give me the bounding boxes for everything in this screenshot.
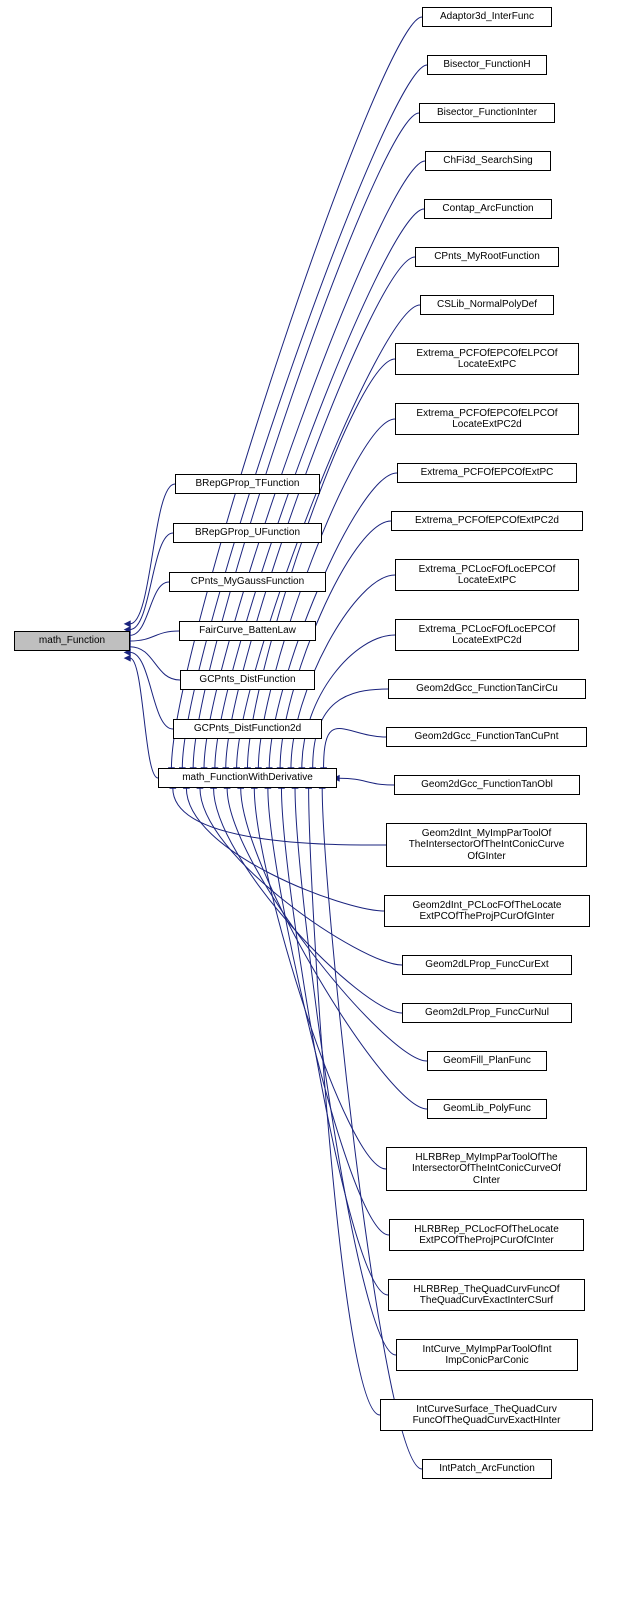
node-cpnts[interactable]: CPnts_MyGaussFunction bbox=[169, 572, 326, 592]
node-ex4[interactable]: Extrema_PCFOfEPCOfExtPC2d bbox=[391, 511, 583, 531]
node-hlr3[interactable]: HLRBRep_TheQuadCurvFuncOf TheQuadCurvExa… bbox=[388, 1279, 585, 1311]
edge-cpnts-to-root bbox=[130, 582, 169, 635]
node-ex6[interactable]: Extrema_PCLocFOfLocEPCOf LocateExtPC2d bbox=[395, 619, 579, 651]
edge-g2o-to-deriv bbox=[339, 778, 394, 785]
edge-deriv-to-root bbox=[130, 658, 158, 778]
node-g2p[interactable]: Geom2dGcc_FunctionTanCuPnt bbox=[386, 727, 587, 747]
node-fair[interactable]: FairCurve_BattenLaw bbox=[179, 621, 316, 641]
node-ip[interactable]: IntPatch_ArcFunction bbox=[422, 1459, 552, 1479]
node-gcd[interactable]: GCPnts_DistFunction bbox=[180, 670, 315, 690]
edge-ex6-to-deriv bbox=[302, 635, 395, 768]
edge-adapt-to-deriv bbox=[171, 17, 422, 768]
edge-cpmr-to-deriv bbox=[226, 257, 415, 768]
edge-glp1-to-deriv bbox=[200, 788, 402, 965]
edge-g2c-to-deriv bbox=[313, 689, 388, 768]
node-g2o[interactable]: Geom2dGcc_FunctionTanObl bbox=[394, 775, 580, 795]
edge-hlr2-to-deriv bbox=[268, 788, 389, 1235]
node-ic1[interactable]: IntCurve_MyImpParToolOfInt ImpConicParCo… bbox=[396, 1339, 578, 1371]
node-gint1[interactable]: Geom2dInt_MyImpParToolOf TheIntersectorO… bbox=[386, 823, 587, 867]
edge-gint2-to-deriv bbox=[186, 788, 384, 911]
node-brep_t[interactable]: BRepGProp_TFunction bbox=[175, 474, 320, 494]
node-hlr2[interactable]: HLRBRep_PCLocFOfTheLocate ExtPCOfTheProj… bbox=[389, 1219, 584, 1251]
edge-ic2-to-deriv bbox=[309, 788, 380, 1415]
node-bisH[interactable]: Bisector_FunctionH bbox=[427, 55, 547, 75]
node-gfplan[interactable]: GeomFill_PlanFunc bbox=[427, 1051, 547, 1071]
edge-g2p-to-deriv bbox=[324, 728, 386, 768]
node-cslib[interactable]: CSLib_NormalPolyDef bbox=[420, 295, 554, 315]
node-cpmr[interactable]: CPnts_MyRootFunction bbox=[415, 247, 559, 267]
edge-hlr3-to-deriv bbox=[281, 788, 388, 1295]
node-gcd2[interactable]: GCPnts_DistFunction2d bbox=[173, 719, 322, 739]
node-ex1[interactable]: Extrema_PCFOfEPCOfELPCOf LocateExtPC bbox=[395, 343, 579, 375]
edge-hlr1-to-deriv bbox=[254, 788, 386, 1169]
edge-bisH-to-deriv bbox=[182, 65, 427, 768]
node-hlr1[interactable]: HLRBRep_MyImpParToolOfThe IntersectorOfT… bbox=[386, 1147, 587, 1191]
node-ex2[interactable]: Extrema_PCFOfEPCOfELPCOf LocateExtPC2d bbox=[395, 403, 579, 435]
edge-ic1-to-deriv bbox=[295, 788, 396, 1355]
node-bisI[interactable]: Bisector_FunctionInter bbox=[419, 103, 555, 123]
edge-ex1-to-deriv bbox=[248, 359, 396, 768]
node-contap[interactable]: Contap_ArcFunction bbox=[424, 199, 552, 219]
edge-brep_t-to-root bbox=[130, 484, 175, 624]
node-gint2[interactable]: Geom2dInt_PCLocFOfTheLocate ExtPCOfThePr… bbox=[384, 895, 590, 927]
edge-fair-to-root bbox=[130, 631, 179, 641]
edge-glp2-to-deriv bbox=[214, 788, 402, 1013]
node-deriv[interactable]: math_FunctionWithDerivative bbox=[158, 768, 337, 788]
node-ic2[interactable]: IntCurveSurface_TheQuadCurv FuncOfTheQua… bbox=[380, 1399, 593, 1431]
node-brep_u[interactable]: BRepGProp_UFunction bbox=[173, 523, 322, 543]
edge-ex2-to-deriv bbox=[258, 419, 395, 768]
node-adapt[interactable]: Adaptor3d_InterFunc bbox=[422, 7, 552, 27]
node-ex3[interactable]: Extrema_PCFOfEPCOfExtPC bbox=[397, 463, 577, 483]
edge-brep_u-to-root bbox=[130, 533, 173, 630]
edge-gcd2-to-root bbox=[130, 652, 173, 729]
edge-gcd-to-root bbox=[130, 647, 180, 680]
node-glib[interactable]: GeomLib_PolyFunc bbox=[427, 1099, 547, 1119]
node-glp1[interactable]: Geom2dLProp_FuncCurExt bbox=[402, 955, 572, 975]
node-ex5[interactable]: Extrema_PCLocFOfLocEPCOf LocateExtPC bbox=[395, 559, 579, 591]
edge-gint1-to-deriv bbox=[173, 788, 386, 845]
node-chfi[interactable]: ChFi3d_SearchSing bbox=[425, 151, 551, 171]
node-root[interactable]: math_Function bbox=[14, 631, 130, 651]
node-g2c[interactable]: Geom2dGcc_FunctionTanCirCu bbox=[388, 679, 586, 699]
node-glp2[interactable]: Geom2dLProp_FuncCurNul bbox=[402, 1003, 572, 1023]
